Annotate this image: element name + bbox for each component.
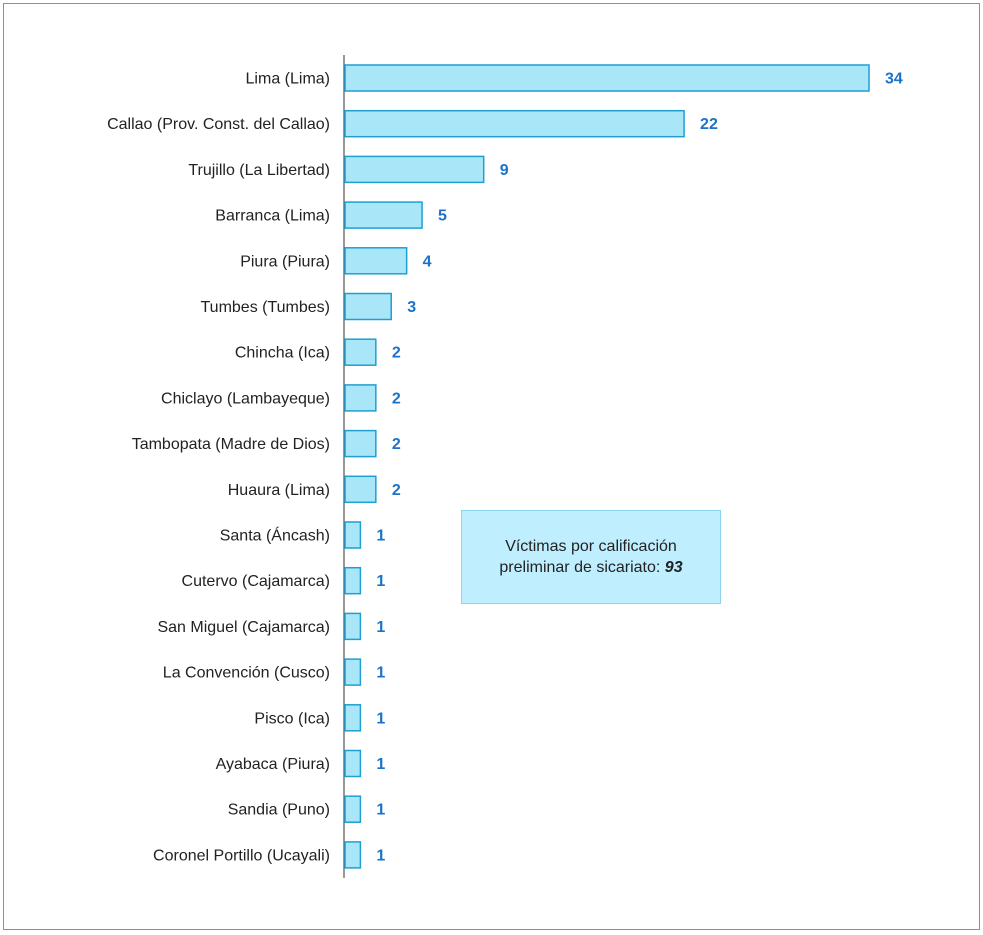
bar — [344, 704, 362, 732]
value-label: 1 — [376, 802, 385, 819]
category-label: Huaura (Lima) — [228, 482, 330, 499]
bar — [344, 749, 362, 778]
note-total-value: 93 — [664, 559, 683, 576]
total-victims-note: Víctimas por calificación preliminar de … — [461, 510, 721, 604]
bar — [344, 155, 485, 184]
category-label: Cutervo (Cajamarca) — [182, 573, 330, 590]
category-label: San Miguel (Cajamarca) — [157, 619, 330, 636]
bar — [344, 201, 423, 229]
value-label: 1 — [376, 573, 385, 590]
value-label: 22 — [700, 116, 718, 133]
value-label: 3 — [407, 299, 416, 316]
category-label: Ayabaca (Piura) — [216, 756, 330, 773]
value-label: 2 — [392, 482, 401, 499]
category-label: Santa (Áncash) — [220, 526, 330, 545]
note-line-1: Víctimas por calificación — [505, 538, 677, 555]
category-label: Tambopata (Madre de Dios) — [132, 436, 330, 453]
bar — [344, 338, 377, 366]
bar — [344, 566, 362, 595]
category-label: Trujillo (La Libertad) — [188, 162, 330, 179]
note-line-2: preliminar de sicariato: 93 — [499, 557, 682, 578]
bar — [344, 384, 377, 412]
bar — [344, 429, 377, 458]
category-label: Tumbes (Tumbes) — [200, 299, 330, 316]
category-label: La Convención (Cusco) — [163, 665, 330, 682]
category-label: Piura (Piura) — [240, 253, 330, 270]
category-label: Lima (Lima) — [246, 71, 330, 88]
category-label: Barranca (Lima) — [215, 208, 330, 225]
chart-frame — [3, 3, 980, 930]
category-label: Chiclayo (Lambayeque) — [161, 390, 330, 407]
value-label: 2 — [392, 436, 401, 453]
bar — [344, 841, 362, 869]
value-label: 1 — [376, 528, 385, 545]
category-label: Callao (Prov. Const. del Callao) — [107, 116, 330, 133]
value-label: 2 — [392, 390, 401, 407]
bar — [344, 247, 408, 275]
bar — [344, 658, 362, 686]
note-line-2-text: preliminar de sicariato: — [499, 559, 661, 576]
value-label: 5 — [438, 208, 447, 225]
value-label: 2 — [392, 345, 401, 362]
value-label: 4 — [423, 253, 432, 270]
bar — [344, 795, 362, 823]
bar — [344, 292, 392, 321]
category-label: Coronel Portillo (Ucayali) — [153, 847, 330, 864]
category-label: Pisco (Ica) — [254, 710, 330, 727]
value-label: 1 — [376, 710, 385, 727]
category-label: Chincha (Ica) — [235, 345, 330, 362]
value-label: 9 — [500, 162, 509, 179]
bar — [344, 64, 870, 92]
bar — [344, 521, 362, 549]
value-label: 34 — [885, 71, 903, 88]
bar — [344, 612, 362, 641]
bar — [344, 475, 377, 504]
category-label: Sandia (Puno) — [228, 802, 330, 819]
value-label: 1 — [376, 619, 385, 636]
bar — [344, 109, 685, 138]
value-label: 1 — [376, 756, 385, 773]
value-label: 1 — [376, 847, 385, 864]
value-label: 1 — [376, 665, 385, 682]
